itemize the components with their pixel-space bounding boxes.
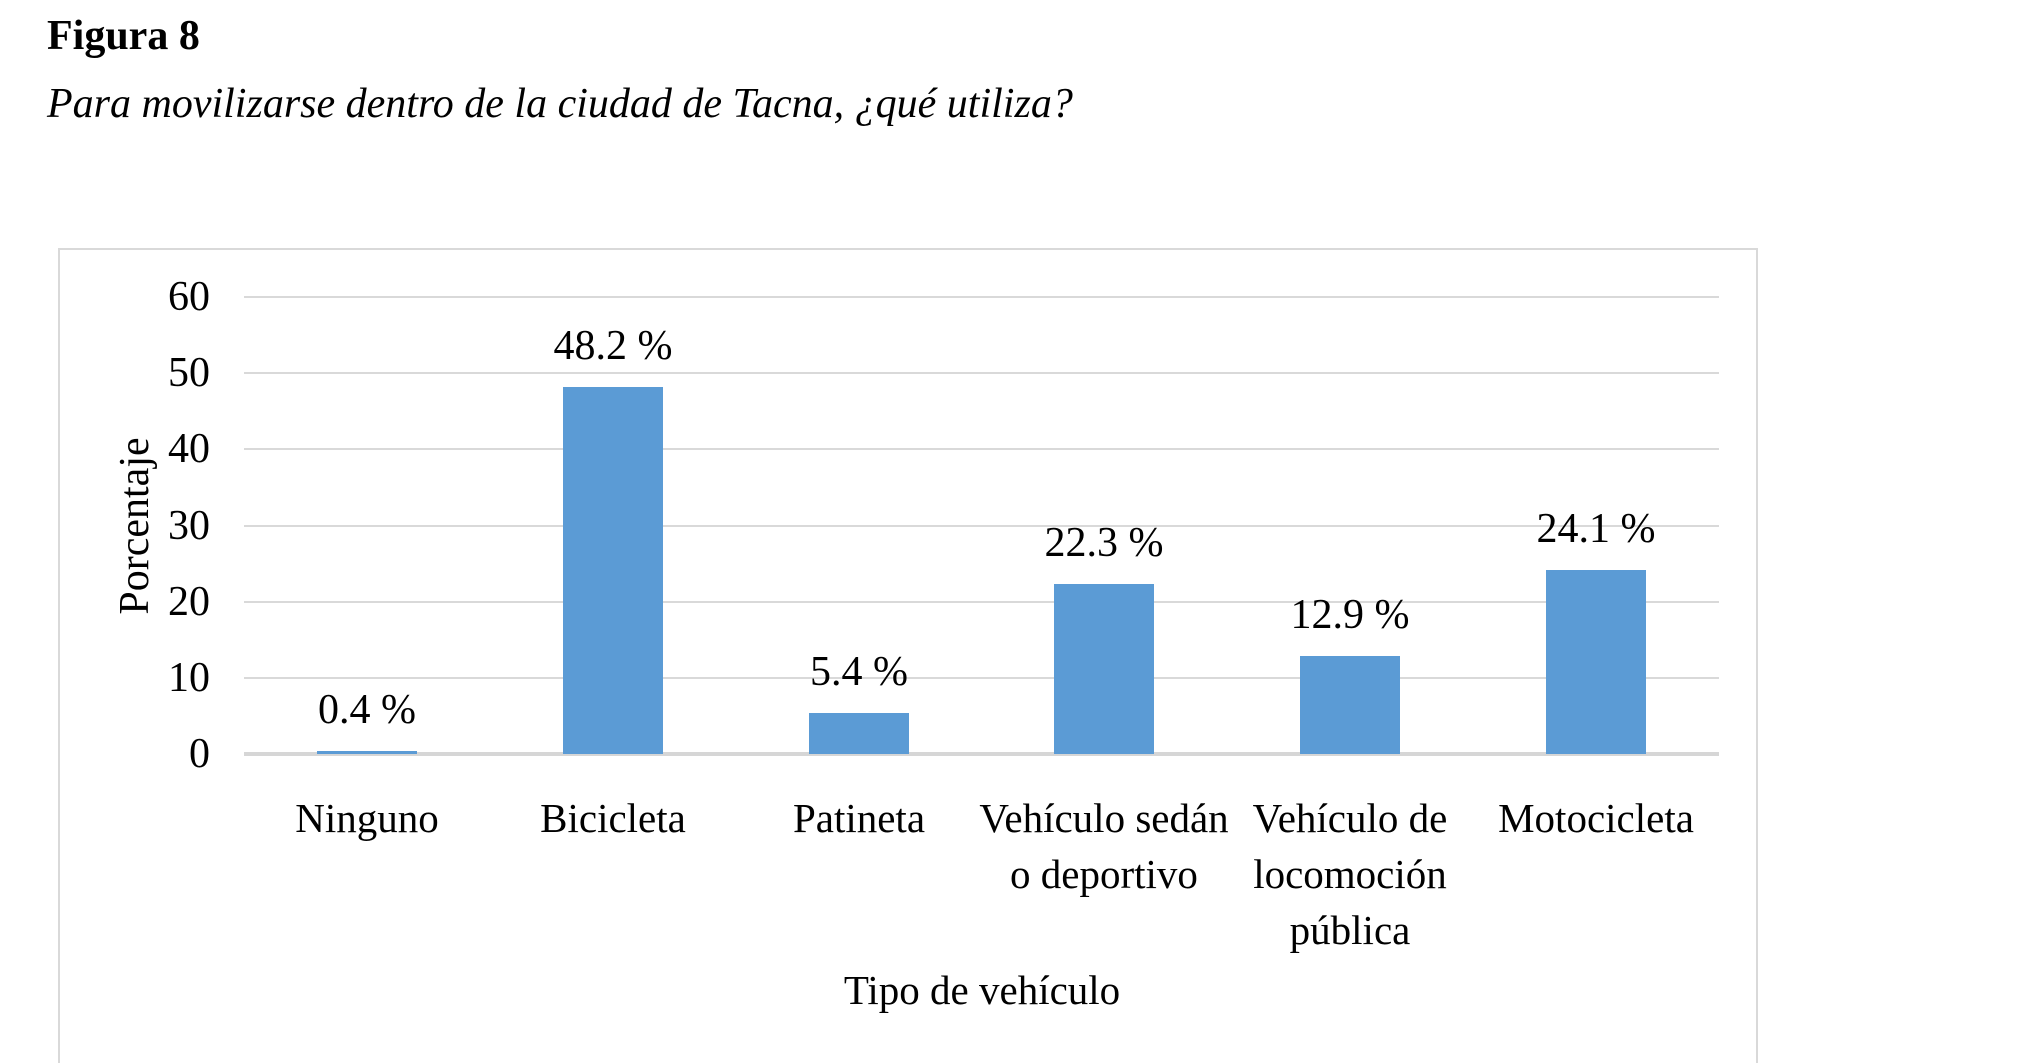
bar-value-label: 48.2 %: [553, 323, 673, 369]
bar-value-label: 12.9 %: [1290, 592, 1410, 638]
bar: [1054, 584, 1154, 754]
figure-caption: Para movilizarse dentro de la ciudad de …: [47, 81, 1073, 127]
y-axis-tick-label: 10: [168, 655, 210, 701]
figure-label: Figura 8: [47, 13, 200, 59]
y-axis-tick-label: 0: [189, 731, 210, 777]
bar-value-label: 0.4 %: [318, 687, 416, 733]
y-axis-tick-label: 50: [168, 350, 210, 396]
bar: [1300, 656, 1400, 754]
x-axis-category-label: Bicicleta: [540, 795, 686, 841]
bar: [563, 387, 663, 754]
gridline: [244, 525, 1719, 527]
gridline: [244, 296, 1719, 298]
x-axis-category-label: Patineta: [792, 795, 926, 841]
bar-value-label: 22.3 %: [1044, 520, 1164, 566]
bar: [1546, 570, 1646, 754]
bar: [809, 713, 909, 754]
bar-chart: 0 10 20 30 40 50 60 Porcentaje 0.4 % Ninguno 48.2 …: [58, 248, 1758, 1063]
bar-value-label: 24.1 %: [1536, 506, 1656, 552]
gridline: [244, 448, 1719, 450]
x-axis-category-label: Motocicleta: [1498, 795, 1694, 841]
y-axis-title: Porcentaje: [112, 437, 158, 615]
y-axis-tick-label: 20: [168, 579, 210, 625]
bar: [317, 751, 417, 754]
gridline: [244, 677, 1719, 679]
x-axis-title: Tipo de vehículo: [843, 967, 1121, 1013]
y-axis-tick-label: 40: [168, 426, 210, 472]
gridline: [244, 372, 1719, 374]
x-axis-category-label: Vehículo sedán o deportivo: [979, 795, 1229, 897]
x-axis-category-label: Vehículo de locomoción pública: [1252, 795, 1448, 953]
bar-value-label: 5.4 %: [810, 649, 908, 695]
y-axis-tick-label: 30: [168, 503, 210, 549]
x-axis-category-label: Ninguno: [295, 795, 439, 841]
x-axis-line: [244, 752, 1719, 756]
y-axis-tick-label: 60: [168, 274, 210, 320]
gridline: [244, 601, 1719, 603]
